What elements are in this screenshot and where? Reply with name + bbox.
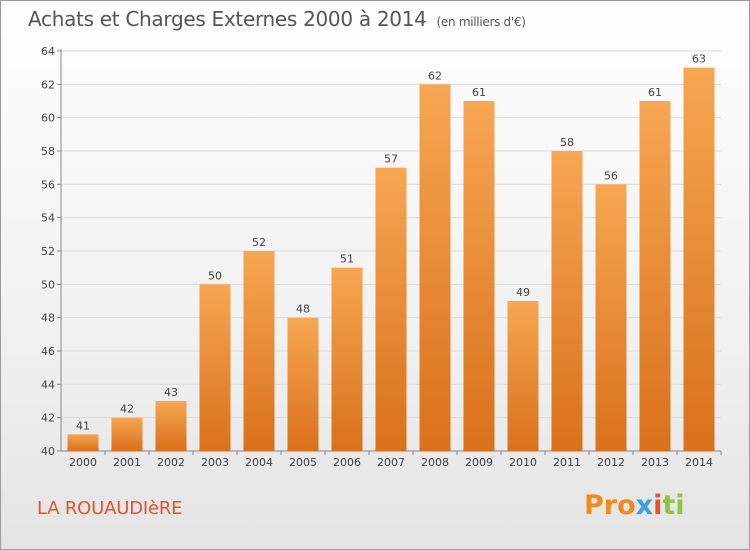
data-label-2001: 42	[120, 403, 134, 416]
bar-2004	[243, 251, 275, 451]
x-tick-label-2004: 2004	[245, 456, 273, 469]
y-tick-label: 40	[41, 445, 55, 458]
y-tick-label: 56	[41, 178, 55, 191]
x-tick-label-2010: 2010	[509, 456, 537, 469]
chart-title: Achats et Charges Externes 2000 à 2014 (e…	[28, 7, 526, 31]
x-tick-label-2005: 2005	[289, 456, 317, 469]
bar-2002	[155, 401, 187, 451]
x-tick-label-2003: 2003	[201, 456, 229, 469]
y-tick-label: 50	[41, 278, 55, 291]
data-label-2007: 57	[384, 153, 398, 166]
data-label-2003: 50	[208, 269, 222, 282]
bar-2014	[683, 67, 715, 452]
data-label-2014: 63	[692, 53, 706, 66]
y-tick-label: 46	[41, 345, 55, 358]
x-tick-label-2008: 2008	[421, 456, 449, 469]
bar-2001	[111, 417, 143, 451]
y-tick-label: 60	[41, 112, 55, 125]
data-label-2009: 61	[472, 86, 486, 99]
x-tick-label-2014: 2014	[685, 456, 713, 469]
bar-2013	[639, 101, 671, 451]
data-labels: 41 42 43 50 52 48 51 57 62 61 49 58 56 61 63	[76, 53, 706, 433]
x-tick-label-2000: 2000	[69, 456, 97, 469]
y-tick-label: 58	[41, 145, 55, 158]
data-label-2005: 48	[296, 303, 310, 316]
proxiti-logo: Proxiti	[584, 490, 685, 521]
x-tick-label-2001: 2001	[113, 456, 141, 469]
data-label-2008: 62	[428, 69, 442, 82]
data-label-2000: 41	[76, 419, 90, 432]
bar-2007	[375, 167, 407, 451]
data-label-2010: 49	[516, 286, 530, 299]
y-tick-label: 54	[41, 212, 55, 225]
data-label-2013: 61	[648, 86, 662, 99]
axes: 40 42 44 46 48 50 52 54 56 58 60 62 64 2000 2001 2002 20…	[41, 45, 722, 469]
bar-2008	[419, 84, 451, 451]
data-label-2004: 52	[252, 236, 266, 249]
x-tick-label-2009: 2009	[465, 456, 493, 469]
y-tick-label: 44	[41, 378, 55, 391]
title-unit: (en milliers d'€)	[436, 15, 526, 29]
bar-2000	[67, 434, 99, 451]
bars	[67, 67, 715, 452]
data-label-2012: 56	[604, 169, 618, 182]
y-tick-label: 52	[41, 245, 55, 258]
data-label-2011: 58	[560, 136, 574, 149]
x-tick-label-2011: 2011	[553, 456, 581, 469]
y-tick-label: 42	[41, 412, 55, 425]
x-tick-label-2012: 2012	[597, 456, 625, 469]
x-tick-label-2006: 2006	[333, 456, 361, 469]
x-tick-label-2002: 2002	[157, 456, 185, 469]
y-tick-label: 48	[41, 312, 55, 325]
data-label-2002: 43	[164, 386, 178, 399]
title-text: Achats et Charges Externes 2000 à 2014	[28, 7, 427, 31]
bar-2012	[595, 184, 627, 452]
x-tick-label-2007: 2007	[377, 456, 405, 469]
data-label-2006: 51	[340, 253, 354, 266]
bar-2005	[287, 317, 319, 451]
bar-2009	[463, 101, 495, 451]
bar-2010	[507, 301, 539, 451]
bar-2011	[551, 151, 583, 451]
y-tick-label: 64	[41, 45, 55, 58]
commune-name: LA ROUAUDIèRE	[37, 498, 183, 519]
y-tick-label: 62	[41, 78, 55, 91]
bar-2006	[331, 267, 363, 451]
x-tick-label-2013: 2013	[641, 456, 669, 469]
bar-2003	[199, 284, 231, 451]
